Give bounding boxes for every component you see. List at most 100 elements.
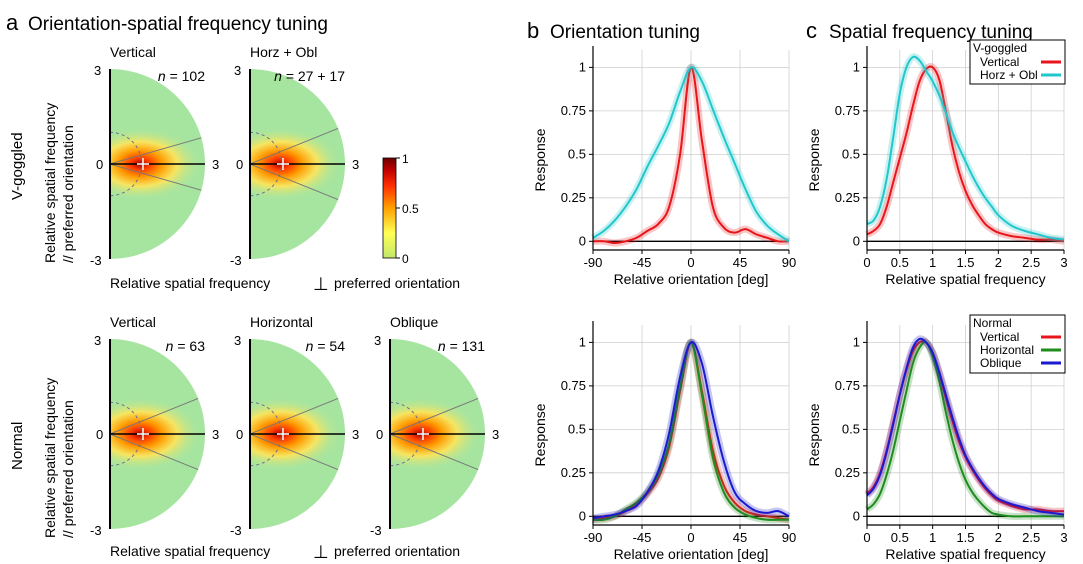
panel-c-letter: c [806, 18, 817, 43]
polar-sector-line-upper [109, 397, 199, 435]
polar-tick-zero: 0 [96, 427, 103, 442]
x-tick-label: 90 [782, 255, 796, 270]
polar-n-count: n = 63 [166, 338, 206, 354]
y-tick-label: 0.25 [835, 190, 860, 205]
svg-text:⊥: ⊥ [313, 542, 329, 562]
polar-tick-right: 3 [352, 427, 359, 442]
colorbar-max: 1 [402, 152, 409, 166]
x-tick-label: 3 [1060, 255, 1067, 270]
legend-title: Normal [973, 316, 1012, 330]
polar-tick-bottom: -3 [370, 523, 382, 538]
polar-tick-bottom: -3 [230, 523, 242, 538]
svg-text:Relative spatial frequency: Relative spatial frequency [110, 275, 270, 291]
chart-b-bottom: -90 -45 0 45 90 0 0.25 0.5 0.75 1 Relative orienta… [532, 321, 796, 562]
y-tick-label: 1 [853, 59, 860, 74]
y-tick-label: 0 [853, 508, 860, 523]
legend-entry-label: Horizontal [980, 343, 1034, 357]
polar-tick-zero: 0 [96, 157, 103, 172]
svg-text:preferred orientation: preferred orientation [334, 543, 460, 559]
x-axis-label: Relative orientation [deg] [614, 546, 769, 562]
series-line-oblique [592, 341, 790, 520]
y-tick-label: 0.25 [835, 465, 860, 480]
polar-title: Vertical [110, 314, 156, 330]
x-tick-label: 0.5 [891, 255, 909, 270]
polar-sector-line-upper [109, 137, 202, 165]
panel-a-ylabel-bottom: Relative spatial frequency // preferred … [42, 378, 76, 538]
legend-entry-label: Vertical [980, 55, 1019, 69]
polar-sector-line-lower [389, 433, 479, 471]
y-tick-label: 0.25 [561, 190, 586, 205]
series-line-horz-obl [592, 66, 790, 243]
x-tick-label: 3 [1060, 530, 1067, 545]
polar-title: Vertical [110, 44, 156, 60]
polar-tick-bottom: -3 [90, 253, 102, 268]
x-tick-label: 1.5 [956, 255, 974, 270]
row-label-normal: Normal [9, 422, 26, 470]
series-line-oblique [866, 337, 1065, 516]
polar-heat-blob [250, 372, 345, 496]
x-tick-label: 45 [733, 530, 747, 545]
x-tick-label: -45 [633, 255, 652, 270]
polar-heat-blob [250, 102, 345, 226]
y-axis-label: Response [532, 128, 548, 191]
polar-tick-right: 3 [352, 157, 359, 172]
y-tick-label: 0.25 [561, 465, 586, 480]
x-tick-label: -90 [584, 255, 603, 270]
x-tick-label: -90 [584, 530, 603, 545]
colorbar-min: 0 [402, 252, 409, 266]
polar-tick-top: 3 [234, 333, 241, 348]
panel-b-letter: b [527, 18, 539, 43]
svg-text:preferred orientation: preferred orientation [334, 275, 460, 291]
x-tick-label: 0 [863, 530, 870, 545]
x-tick-label: 2 [995, 530, 1002, 545]
polar-heat-blob [110, 102, 205, 226]
colorbar-mid: 0.5 [402, 202, 419, 216]
x-tick-label: 1 [929, 530, 936, 545]
y-axis-label: Response [806, 403, 822, 466]
polar-sector-line-lower [109, 163, 202, 191]
x-tick-label: 45 [733, 255, 747, 270]
polar-sector-line-upper [389, 397, 479, 435]
polar-sector-line-upper [249, 397, 339, 435]
line-charts: -90 -45 0 45 90 0 0.25 0.5 0.75 1 Relative orienta… [532, 39, 1068, 562]
y-tick-label: 1 [579, 59, 586, 74]
polar-heat-blob [390, 372, 485, 496]
x-axis-label: Relative orientation [deg] [614, 271, 769, 287]
x-tick-label: 1.5 [956, 530, 974, 545]
polar-tick-top: 3 [94, 63, 101, 78]
x-tick-label: 90 [782, 530, 796, 545]
polar-sector-line-lower [249, 163, 339, 201]
polar-sector-line-upper [249, 127, 339, 165]
panel-a-ylabel-top: Relative spatial frequency // preferred … [42, 103, 76, 263]
polar-tick-top: 3 [374, 333, 381, 348]
polar-plot-normal-vertical: 3 0 -3 3 Vertical n = 63 [90, 314, 219, 538]
svg-text:// preferred orientation: // preferred orientation [60, 125, 76, 263]
x-tick-label: 1 [929, 255, 936, 270]
legend-entry-label: Horz + Obl [980, 68, 1038, 82]
polar-tick-right: 3 [212, 427, 219, 442]
chart-b-top: -90 -45 0 45 90 0 0.25 0.5 0.75 1 Relative orienta… [532, 46, 796, 287]
series-line-horz-obl [866, 55, 1065, 241]
polar-n-count: n = 27 + 17 [274, 68, 345, 84]
y-tick-label: 0 [853, 233, 860, 248]
polar-heat-blob [110, 372, 205, 496]
x-tick-label: 2.5 [1022, 530, 1040, 545]
x-tick-label: 0 [863, 255, 870, 270]
y-tick-label: 0.75 [561, 378, 586, 393]
polar-plot-normal-horizontal: 3 0 -3 3 Horizontal n = 54 [230, 314, 359, 538]
y-tick-label: 0 [579, 233, 586, 248]
polar-title: Oblique [390, 314, 438, 330]
polar-tick-zero: 0 [236, 157, 243, 172]
y-tick-label: 0.75 [561, 103, 586, 118]
series-line-horizontal [866, 341, 1064, 518]
y-tick-label: 0.5 [842, 421, 860, 436]
x-tick-label: 0 [687, 255, 694, 270]
polar-plot-vgoggled-horz-obl: 3 0 -3 3 Horz + Obl n = 27 + 17 [230, 44, 359, 268]
polar-tick-zero: 0 [376, 427, 383, 442]
